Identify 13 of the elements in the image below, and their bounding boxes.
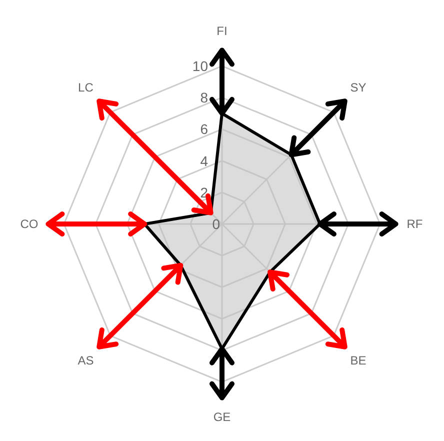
spoke-label: SY (350, 80, 366, 95)
spoke-label: GE (213, 410, 231, 424)
spoke-label: CO (20, 217, 38, 231)
spoke-label: AS (78, 353, 94, 368)
y-tick-label: 4 (200, 152, 208, 169)
spoke-label: RF (406, 217, 423, 231)
spoke-label: BE (350, 353, 366, 368)
y-tick-label: 6 (200, 121, 208, 138)
y-tick-label: 8 (200, 90, 208, 106)
y-tick-label: 10 (192, 58, 208, 74)
spoke-label: LC (78, 80, 94, 95)
spoke-label: FI (216, 24, 228, 38)
y-tick-label: 0 (212, 216, 220, 232)
